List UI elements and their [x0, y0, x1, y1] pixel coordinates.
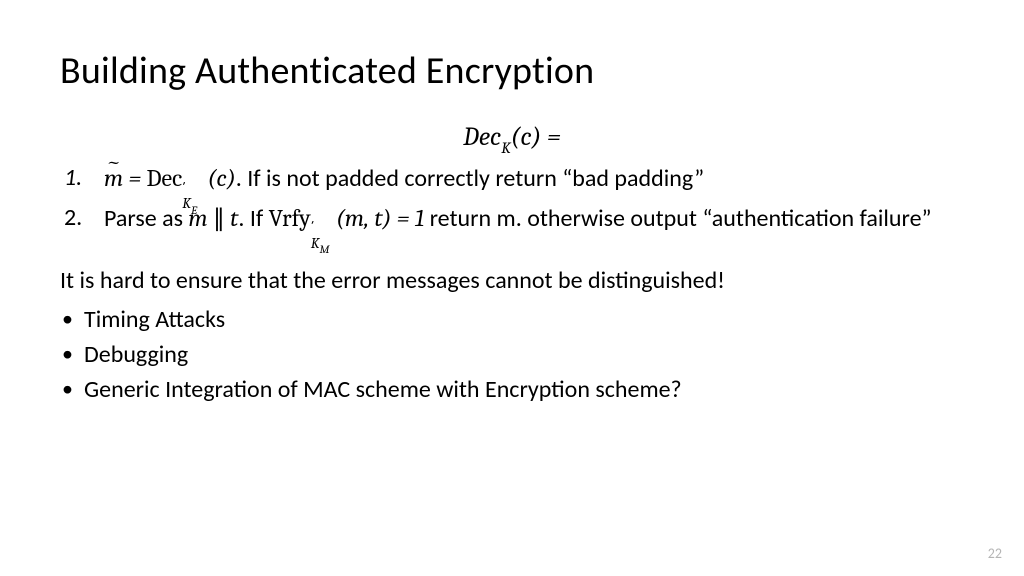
- step-1: 1. ~m = Dec′KE (c). If is not padded cor…: [60, 162, 964, 195]
- vrfy-fn: Vrfy: [269, 204, 311, 232]
- hard-paragraph: It is hard to ensure that the error mess…: [60, 265, 964, 297]
- bullet-list: Timing Attacks Debugging Generic Integra…: [60, 303, 964, 407]
- vrfy-km: KM: [311, 234, 330, 256]
- concat-bars: ∥: [208, 204, 231, 232]
- dec-symbol: Dec: [463, 122, 501, 152]
- slide: Building Authenticated Encryption DecK(c…: [0, 0, 1024, 576]
- step-2-lead: Parse as: [104, 204, 188, 233]
- slide-title: Building Authenticated Encryption: [60, 48, 964, 94]
- dec-sub: K: [501, 139, 510, 158]
- eq-sign: =: [123, 164, 146, 192]
- dec-arg: (c) =: [511, 122, 561, 152]
- vrfy-arg: (m, t) = 1: [336, 204, 424, 232]
- steps-list: 1. ~m = Dec′KE (c). If is not padded cor…: [60, 162, 964, 235]
- step-1-number: 1.: [64, 162, 82, 194]
- center-formula: DecK(c) =: [60, 122, 964, 156]
- tilde-mark: ~: [104, 150, 123, 178]
- bullet-generic: Generic Integration of MAC scheme with E…: [60, 373, 964, 408]
- dec-arg2: (c): [207, 164, 235, 192]
- step-2-number: 2.: [64, 202, 82, 234]
- bullet-debugging: Debugging: [60, 338, 964, 373]
- m-tilde: ~m: [104, 162, 123, 194]
- step-1-tail: . If is not padded correctly return “bad…: [236, 164, 704, 193]
- m-var2: m: [188, 204, 207, 232]
- bullet-timing: Timing Attacks: [60, 303, 964, 338]
- step-2-tail: return m. otherwise output “authenticati…: [424, 204, 931, 233]
- dec-fn: Dec: [147, 164, 183, 192]
- page-number: 22: [988, 545, 1002, 562]
- step-2: 2. Parse as m ∥ t. If Vrfy′KM (m, t) = 1…: [60, 202, 964, 235]
- step-2-dot: . If: [238, 204, 268, 233]
